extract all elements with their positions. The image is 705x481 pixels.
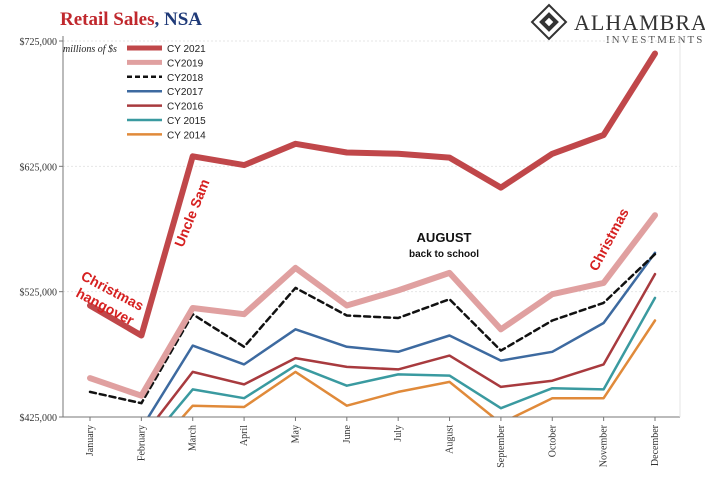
series-line — [146, 251, 657, 417]
legend-label: CY 2015 — [167, 116, 206, 127]
x-tick-label: September — [496, 424, 507, 467]
x-tick-label: January — [85, 425, 96, 456]
annotation-back-to-school: back to school — [409, 249, 479, 260]
alhambra-diamond-logo-icon — [530, 3, 568, 41]
series-line — [180, 319, 657, 417]
x-tick-label: April — [239, 425, 250, 446]
annotation-august: AUGUST — [417, 230, 472, 245]
y-tick-label: $425,000 — [20, 413, 58, 424]
x-axis: January February March April May June July Augu… — [63, 36, 681, 468]
x-tick-label: May — [290, 425, 301, 443]
y-tick-label: $525,000 — [20, 288, 58, 299]
logo-name: ALHAMBRA — [574, 10, 705, 35]
series-line — [87, 50, 658, 339]
series-line — [168, 296, 657, 417]
series-line — [156, 272, 657, 417]
units-label: millions of $s — [63, 44, 117, 55]
chart-title: Retail Sales, NSA — [60, 9, 202, 30]
y-tick-label: $725,000 — [20, 37, 58, 48]
y-tick-label: $625,000 — [20, 162, 58, 173]
legend-label: CY 2021 — [167, 44, 206, 55]
legend-label: CY2018 — [167, 73, 204, 84]
x-tick-label: June — [342, 424, 353, 443]
legend-label: CY2016 — [167, 102, 204, 113]
legend: CY 2021 CY2019 CY2018 CY2017 CY2016 CY 2015 CY… — [127, 44, 206, 141]
legend-label: CY 2014 — [167, 130, 206, 141]
logo-subtitle: INVESTMENTS — [606, 34, 704, 46]
plot-area — [63, 40, 680, 417]
x-tick-label: February — [136, 425, 147, 461]
legend-label: CY2017 — [167, 87, 204, 98]
legend-label: CY2019 — [167, 58, 204, 69]
x-tick-label: December — [650, 424, 661, 466]
chart-title-main: Retail Sales — [60, 9, 154, 30]
x-tick-label: July — [393, 425, 404, 442]
x-tick-label: March — [188, 425, 199, 451]
annotation-christmas-2: Christmas — [586, 205, 632, 273]
series-line — [87, 212, 658, 399]
x-tick-label: August — [445, 425, 456, 454]
y-axis: $425,000 $525,000 $625,000 $725,000 — [20, 36, 64, 424]
x-tick-label: November — [599, 424, 610, 467]
series-line — [88, 252, 657, 405]
chart-title-suffix: , NSA — [154, 9, 202, 30]
x-tick-label: October — [547, 424, 558, 457]
